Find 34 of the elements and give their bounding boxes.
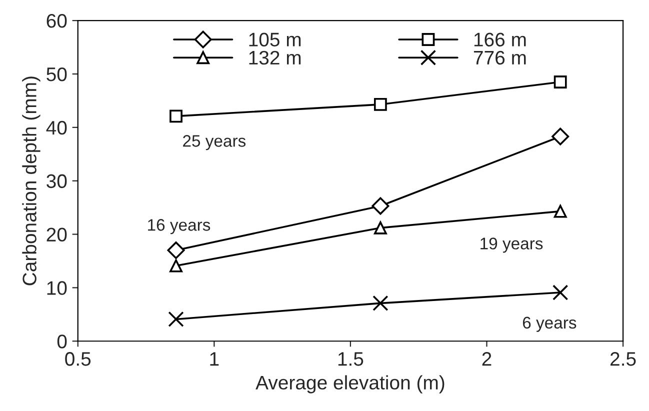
x-tick-label: 2 [482,352,492,366]
annotation: 19 years [480,238,543,253]
point [170,110,182,123]
y-tick-label: 20 [46,228,67,242]
legend-label: 105 m [249,32,301,46]
annotation: 25 years [183,135,246,150]
legend-label: 776 m [474,50,526,65]
y-tick-label: 60 [46,14,67,28]
y-tick-label: 10 [47,281,67,295]
annotation: 6 years [522,316,576,332]
y-tick-label: 30 [46,174,67,188]
x-axis-title: Average elevation (m) [256,375,444,394]
point [372,295,388,312]
point [554,76,567,88]
point [552,284,568,300]
point [552,128,570,146]
x-tick-label: 1 [210,352,219,366]
y-tick-label: 50 [46,67,67,82]
y-tick-label: 40 [46,120,67,135]
point [374,221,387,234]
point [372,197,390,215]
point [554,204,567,218]
point [167,242,185,260]
legend-label: 132 m [249,50,301,65]
x-tick-label: 0.5 [65,352,91,366]
x-tick-label: 1.5 [338,352,364,366]
point [168,311,184,328]
y-axis-title: Carbonation depth (mm) [22,76,40,286]
legend-label: 166 m [474,32,526,46]
point [374,98,387,111]
annotation: 16 years [148,219,210,234]
y-tick-label: 0 [57,334,67,348]
point [170,259,182,272]
x-tick-label: 2.5 [610,352,636,366]
